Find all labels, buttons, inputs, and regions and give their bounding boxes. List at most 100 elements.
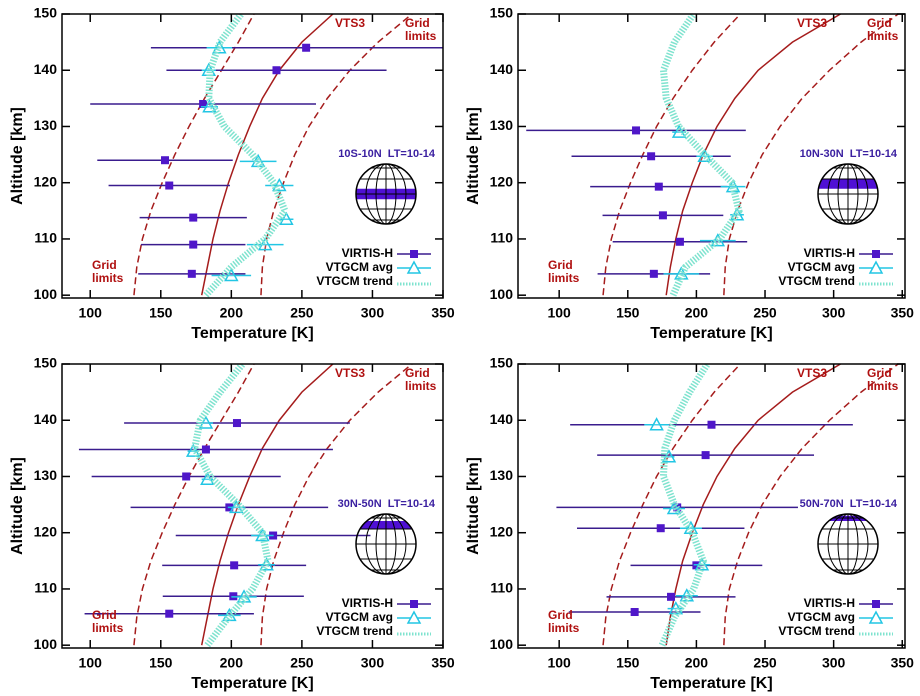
y-axis-title: Altitude [km] — [465, 107, 482, 205]
point — [632, 126, 641, 135]
legend-label: VIRTIS-H — [342, 246, 393, 260]
legend-label: VTGCM trend — [778, 624, 855, 638]
point — [302, 43, 311, 52]
legend-label: VTGCM avg — [326, 260, 393, 274]
y-tick-label: 100 — [490, 286, 514, 302]
vts3-label: VTS3 — [335, 16, 365, 30]
y-tick-label: 100 — [490, 636, 514, 652]
y-tick-label: 110 — [490, 580, 513, 596]
x-tick-label: 300 — [361, 305, 385, 321]
point — [165, 609, 174, 618]
point — [649, 417, 664, 431]
panel: 100 150 200 250 300 350 100 110 120 130 140 150 Temp… — [465, 355, 914, 693]
point — [675, 237, 684, 246]
grid-label: limits — [867, 379, 899, 393]
x-tick-label: 250 — [753, 305, 777, 321]
legend-label: VTGCM avg — [788, 610, 855, 624]
legend-swatch — [868, 610, 884, 624]
y-tick-label: 100 — [34, 636, 58, 652]
grid-label: Grid — [405, 366, 430, 380]
x-tick-label: 250 — [290, 305, 314, 321]
x-tick-label: 150 — [149, 305, 173, 321]
point — [182, 472, 191, 481]
legend-label: VTGCM trend — [778, 274, 855, 288]
legend-swatch — [872, 250, 880, 258]
grid-label: limits — [405, 29, 437, 43]
legend-swatch — [410, 250, 418, 258]
region-label: 10N-30N LT=10-14 — [800, 148, 898, 160]
trend-line — [659, 14, 743, 297]
y-tick-label: 120 — [34, 173, 58, 189]
x-tick-label: 150 — [149, 655, 173, 671]
point — [201, 445, 210, 454]
grid-label: limits — [548, 621, 580, 635]
legend-label: VTGCM trend — [316, 274, 393, 288]
point — [161, 156, 170, 165]
point — [272, 66, 281, 75]
point — [224, 267, 239, 282]
x-tick-label: 350 — [891, 305, 915, 321]
y-tick-label: 100 — [34, 286, 58, 302]
y-tick-label: 140 — [34, 411, 58, 427]
x-axis-title: Temperature [K] — [191, 325, 313, 342]
legend-label: VTGCM trend — [316, 624, 393, 638]
x-tick-label: 300 — [361, 655, 385, 671]
y-tick-label: 110 — [490, 230, 513, 246]
x-tick-label: 100 — [547, 655, 571, 671]
point — [707, 420, 716, 429]
y-tick-label: 130 — [34, 467, 58, 483]
point — [232, 419, 241, 428]
legend-label: VTGCM avg — [326, 610, 393, 624]
point — [165, 181, 174, 190]
y-axis-title: Altitude [km] — [465, 457, 482, 555]
panel: 100 150 200 250 300 350 100 110 120 130 140 150 Temp… — [465, 5, 914, 343]
x-axis-title: Temperature [K] — [191, 675, 313, 692]
point — [701, 451, 710, 460]
globe — [817, 513, 879, 575]
legend-label: VIRTIS-H — [804, 596, 855, 610]
x-tick-label: 350 — [431, 655, 455, 671]
grid-label: limits — [867, 29, 899, 43]
trend-line — [190, 364, 272, 648]
plot-frame — [517, 13, 906, 299]
point — [647, 152, 656, 161]
globe — [817, 163, 879, 225]
y-tick-label: 120 — [490, 523, 514, 539]
model-curve — [200, 364, 334, 646]
model-curve — [723, 14, 899, 296]
legend-swatch — [406, 260, 422, 274]
y-tick-label: 150 — [34, 5, 58, 21]
plot-area — [90, 14, 443, 298]
point — [667, 592, 676, 601]
model-curve — [260, 14, 413, 296]
model-curve — [133, 14, 255, 296]
y-tick-label: 130 — [490, 117, 514, 133]
model-curve — [723, 364, 899, 646]
y-tick-label: 140 — [490, 61, 514, 77]
point — [189, 240, 198, 249]
plot-frame — [517, 363, 906, 649]
x-tick-label: 200 — [220, 305, 244, 321]
grid-label: Grid — [548, 258, 573, 272]
point — [630, 608, 639, 617]
plot-frame — [61, 363, 444, 649]
model-curve — [133, 364, 255, 646]
vts3-label: VTS3 — [335, 366, 365, 380]
grid-label: Grid — [548, 608, 573, 622]
region-label: 10S-10N LT=10-14 — [338, 148, 436, 160]
globe — [355, 163, 417, 225]
model-curve — [602, 364, 741, 646]
model-curve — [200, 14, 334, 296]
x-tick-label: 300 — [822, 655, 846, 671]
point — [658, 211, 667, 220]
y-tick-label: 140 — [490, 411, 514, 427]
y-tick-label: 120 — [490, 173, 514, 189]
point — [187, 269, 196, 278]
plot-frame — [61, 13, 444, 299]
vts3-label: VTS3 — [797, 16, 827, 30]
x-tick-label: 100 — [79, 655, 103, 671]
x-tick-label: 200 — [685, 305, 709, 321]
trend-line — [658, 364, 711, 647]
trend-line — [203, 14, 289, 298]
